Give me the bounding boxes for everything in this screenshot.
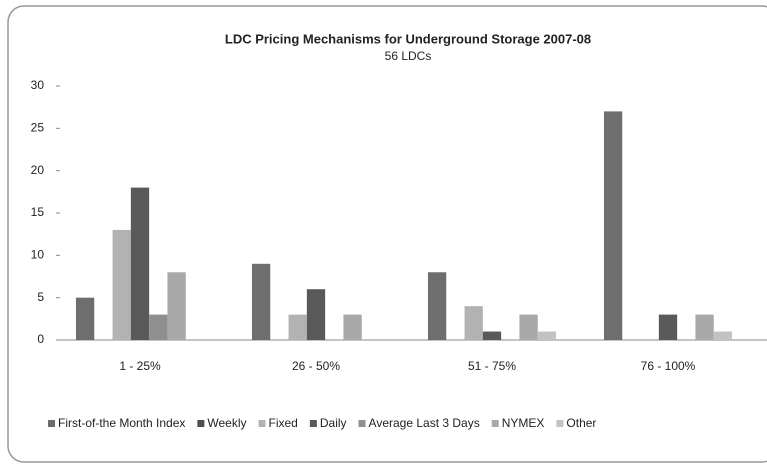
- legend-label: Daily: [320, 416, 347, 430]
- legend-label: Fixed: [269, 416, 298, 430]
- bar: [343, 314, 362, 340]
- bar: [251, 263, 271, 340]
- bar: [306, 289, 326, 340]
- bar: [713, 331, 733, 340]
- legend-label: Weekly: [207, 416, 246, 430]
- x-tick-label: 1 - 25%: [119, 359, 161, 373]
- legend-swatch: [258, 420, 266, 427]
- bar: [658, 314, 678, 340]
- y-tick-label: 20: [31, 163, 45, 177]
- y-tick-label: 10: [31, 248, 45, 262]
- bar: [464, 306, 483, 340]
- legend-label: Other: [566, 416, 596, 430]
- bar: [603, 111, 623, 341]
- x-tick-label: 76 - 100%: [641, 359, 696, 373]
- y-tick-label: 15: [31, 205, 45, 219]
- legend-swatch: [358, 420, 366, 427]
- bar: [519, 314, 538, 340]
- chart-subtitle: 56 LDCs: [385, 49, 432, 63]
- bar: [75, 297, 95, 340]
- bar: [167, 272, 186, 340]
- legend-swatch: [197, 420, 205, 427]
- y-tick-label: 30: [31, 78, 45, 92]
- bar: [130, 187, 150, 340]
- bar: [149, 314, 168, 340]
- legend-swatch: [309, 420, 317, 427]
- bar: [695, 314, 714, 340]
- legend-swatch: [491, 420, 499, 427]
- chart-frame: [7, 5, 767, 463]
- legend-label: First-of-the Month Index: [58, 416, 185, 430]
- bar: [112, 229, 131, 340]
- bar: [427, 272, 447, 340]
- legend-swatch: [48, 420, 55, 427]
- y-tick-label: 5: [37, 290, 44, 304]
- x-tick-label: 51 - 75%: [468, 359, 516, 373]
- x-tick-label: 26 - 50%: [292, 359, 340, 373]
- y-tick-label: 0: [37, 332, 44, 346]
- legend-label: NYMEX: [502, 416, 545, 430]
- y-tick-label: 25: [31, 121, 45, 135]
- bar: [288, 314, 307, 340]
- legend-label: Average Last 3 Days: [369, 416, 480, 430]
- legend-swatch: [556, 420, 564, 427]
- bar: [482, 331, 502, 340]
- bar: [537, 331, 557, 340]
- chart-title: LDC Pricing Mechanisms for Underground S…: [225, 31, 591, 46]
